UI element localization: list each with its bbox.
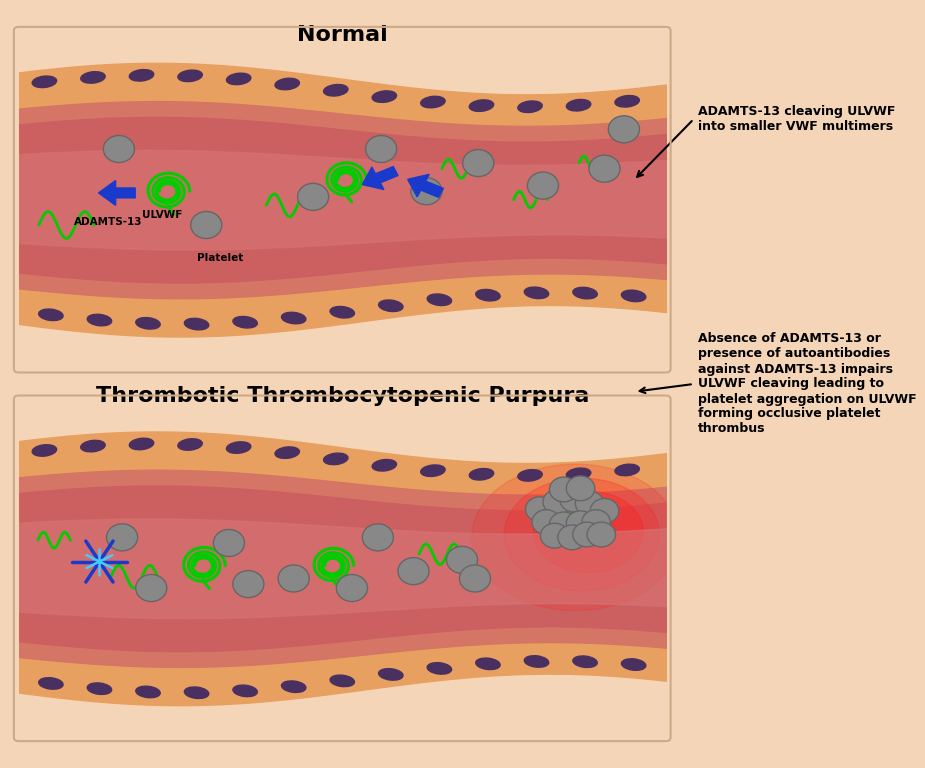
Ellipse shape [184,318,209,330]
Circle shape [587,522,615,547]
Ellipse shape [281,681,306,693]
Ellipse shape [524,656,549,667]
Ellipse shape [378,300,403,312]
Ellipse shape [227,442,251,453]
Text: ADAMTS-13 cleaving ULVWF
into smaller VWF multimers: ADAMTS-13 cleaving ULVWF into smaller VW… [698,105,895,133]
Ellipse shape [421,96,445,108]
Circle shape [558,525,586,550]
Ellipse shape [372,91,397,102]
Circle shape [590,498,619,523]
Ellipse shape [178,439,203,450]
Ellipse shape [130,439,154,450]
Ellipse shape [330,306,354,318]
Circle shape [532,510,561,535]
Ellipse shape [615,464,639,475]
Circle shape [540,523,569,548]
Ellipse shape [178,70,203,81]
Ellipse shape [518,101,542,113]
Ellipse shape [622,659,646,670]
Circle shape [460,565,490,592]
Ellipse shape [32,76,56,88]
Polygon shape [363,167,398,190]
Text: ULVWF: ULVWF [142,210,182,220]
Circle shape [447,546,477,574]
Ellipse shape [39,677,63,689]
Ellipse shape [130,70,154,81]
Polygon shape [472,464,679,611]
Ellipse shape [87,683,112,694]
Ellipse shape [233,316,257,328]
Circle shape [363,524,393,551]
Ellipse shape [227,73,251,84]
Ellipse shape [469,468,494,480]
Ellipse shape [184,687,209,699]
Circle shape [575,492,604,516]
Polygon shape [99,180,135,205]
Circle shape [609,116,639,143]
Polygon shape [408,174,443,197]
Circle shape [527,172,559,199]
Ellipse shape [136,686,160,698]
Circle shape [462,150,494,177]
Ellipse shape [281,313,306,324]
Text: Thrombotic Thrombocytopenic Purpura: Thrombotic Thrombocytopenic Purpura [95,386,589,406]
Ellipse shape [330,675,354,687]
Circle shape [566,476,595,501]
Ellipse shape [566,99,591,111]
Ellipse shape [622,290,646,302]
Ellipse shape [136,317,160,329]
Circle shape [549,477,578,502]
Circle shape [589,155,620,182]
Circle shape [398,558,429,584]
Circle shape [411,177,442,205]
Circle shape [566,511,595,535]
Ellipse shape [32,445,56,456]
Ellipse shape [566,468,591,480]
Circle shape [298,184,328,210]
Ellipse shape [324,84,348,96]
Circle shape [214,529,244,557]
Ellipse shape [80,71,105,83]
Circle shape [278,565,309,592]
Text: Platelet: Platelet [196,253,242,263]
Polygon shape [504,478,660,591]
Ellipse shape [615,95,639,107]
Circle shape [106,524,138,551]
Ellipse shape [469,100,494,111]
Ellipse shape [573,656,598,667]
Ellipse shape [275,78,300,90]
Text: Absence of ADAMTS-13 or
presence of autoantibodies
against ADAMTS-13 impairs
ULV: Absence of ADAMTS-13 or presence of auto… [698,333,917,435]
Text: Normal: Normal [297,25,388,45]
Circle shape [365,135,397,163]
Ellipse shape [233,685,257,697]
Ellipse shape [87,314,112,326]
Text: ADAMTS-13: ADAMTS-13 [74,217,142,227]
Circle shape [582,510,611,535]
Ellipse shape [39,309,63,320]
Circle shape [233,571,264,598]
Circle shape [337,574,367,601]
Ellipse shape [372,459,397,471]
Ellipse shape [573,287,598,299]
Polygon shape [534,492,644,572]
Ellipse shape [324,453,348,465]
Ellipse shape [524,287,549,299]
Circle shape [543,489,572,515]
Circle shape [549,512,578,537]
Circle shape [136,574,166,601]
Ellipse shape [475,290,500,301]
Circle shape [525,497,554,521]
Circle shape [573,522,601,547]
Ellipse shape [80,440,105,452]
Ellipse shape [275,447,300,458]
Ellipse shape [427,294,451,306]
Ellipse shape [427,663,451,674]
Ellipse shape [421,465,445,476]
Circle shape [191,211,222,239]
Ellipse shape [378,669,403,680]
Circle shape [104,135,134,163]
Ellipse shape [475,658,500,670]
Ellipse shape [518,469,542,482]
Circle shape [560,487,588,512]
